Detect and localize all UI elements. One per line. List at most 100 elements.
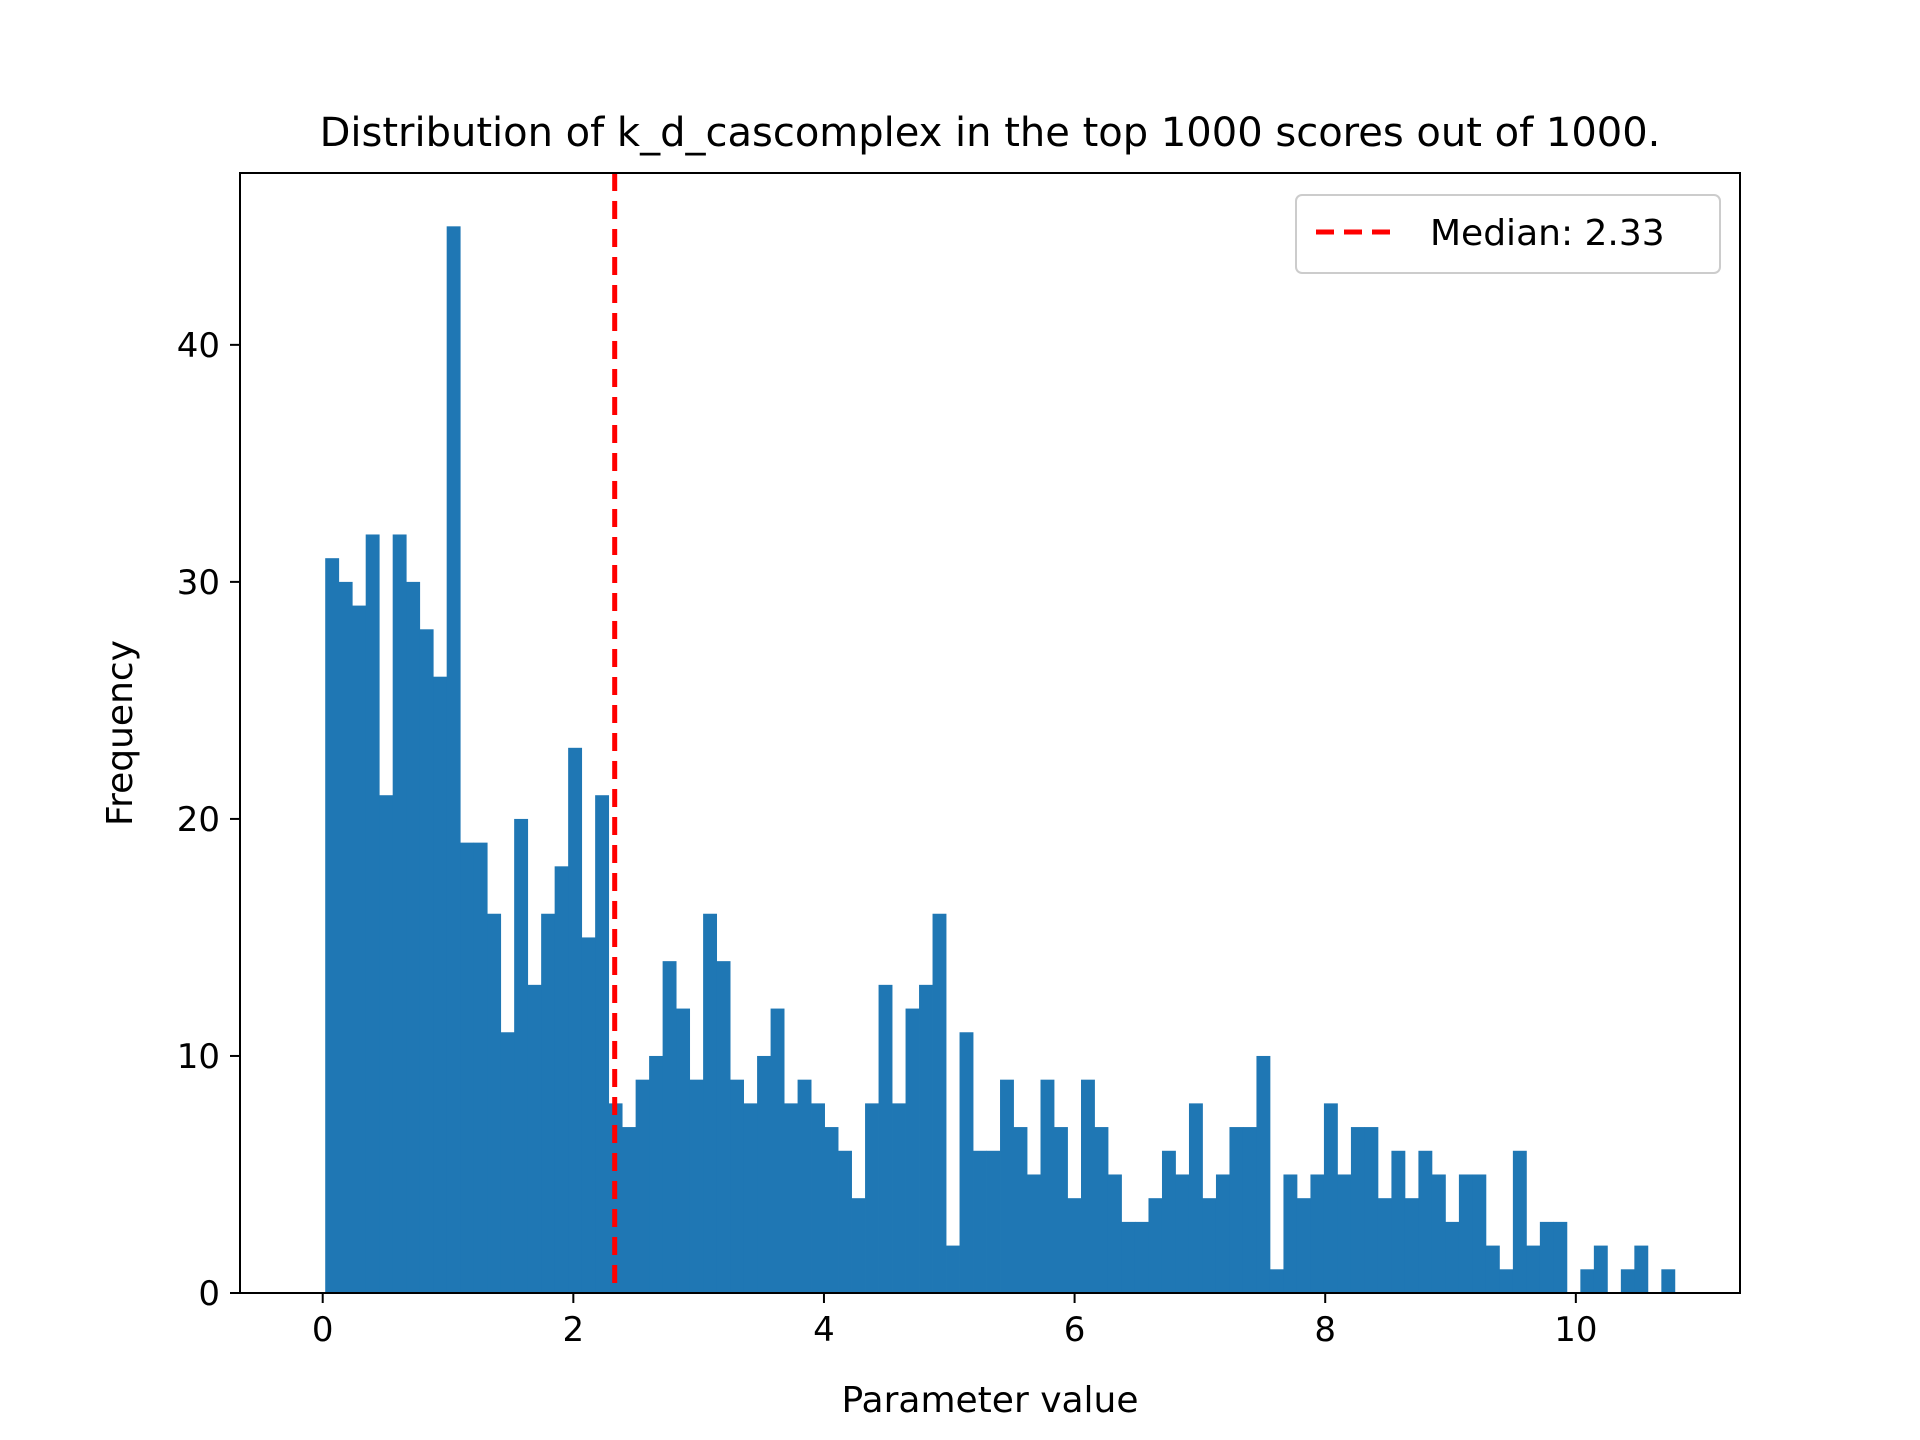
histogram-bar xyxy=(568,747,583,1293)
x-tick-label: 6 xyxy=(1064,1310,1086,1350)
histogram-bar xyxy=(1013,1127,1028,1293)
histogram-bar xyxy=(878,984,893,1293)
histogram-bar xyxy=(433,676,448,1293)
x-axis: 0 2 4 6 8 10 xyxy=(312,1293,1597,1350)
histogram-bar xyxy=(838,1150,852,1293)
histogram-bar xyxy=(1337,1174,1352,1293)
histogram-bar xyxy=(1445,1221,1460,1293)
histogram-bar xyxy=(932,913,947,1293)
histogram-bar xyxy=(1499,1269,1514,1293)
y-tick-label: 10 xyxy=(177,1037,220,1077)
histogram-bar xyxy=(986,1150,1001,1293)
x-tick-label: 10 xyxy=(1554,1310,1597,1350)
histogram-bar xyxy=(1418,1150,1433,1293)
histogram-bar xyxy=(1593,1245,1608,1293)
histogram-bar xyxy=(419,629,434,1293)
y-tick-label: 30 xyxy=(177,563,220,603)
histogram-bar xyxy=(1094,1127,1109,1293)
histogram-bar xyxy=(1256,1055,1271,1293)
histogram-bars xyxy=(325,226,1676,1294)
histogram-bar xyxy=(635,1079,650,1293)
histogram-bar xyxy=(730,1079,744,1293)
histogram-bar xyxy=(338,581,353,1293)
histogram-bar xyxy=(1215,1174,1230,1293)
histogram-bar xyxy=(541,913,556,1293)
histogram-bar xyxy=(676,1008,691,1293)
histogram-bar xyxy=(1269,1269,1284,1293)
y-tick-label: 20 xyxy=(177,800,220,840)
legend: Median: 2.33 xyxy=(1295,194,1721,274)
x-tick-label: 4 xyxy=(813,1310,835,1350)
y-axis: 0 10 20 30 40 xyxy=(177,326,240,1314)
histogram-bar xyxy=(1161,1150,1176,1293)
histogram-bar xyxy=(946,1245,960,1293)
histogram-bar xyxy=(1377,1198,1392,1293)
histogram-bar xyxy=(1620,1269,1635,1293)
histogram-bar xyxy=(1283,1174,1298,1293)
histogram-bar xyxy=(365,534,380,1293)
x-tick-label: 2 xyxy=(563,1310,585,1350)
histogram-bar xyxy=(1242,1127,1257,1293)
histogram-bar xyxy=(1081,1079,1095,1293)
histogram-bar xyxy=(1000,1079,1014,1293)
histogram-bar xyxy=(959,1032,974,1293)
histogram-bar xyxy=(649,1055,664,1293)
histogram-bar xyxy=(527,984,542,1293)
histogram-bar xyxy=(379,795,394,1293)
histogram-bar xyxy=(1350,1127,1365,1293)
histogram-bar xyxy=(622,1127,637,1293)
histogram-bar xyxy=(325,558,340,1293)
histogram-bar xyxy=(460,842,475,1293)
histogram-bar xyxy=(1526,1245,1541,1293)
histogram-bar xyxy=(824,1127,839,1293)
histogram-bar xyxy=(865,1103,879,1293)
histogram-bar xyxy=(500,1032,515,1293)
histogram-bar xyxy=(1310,1174,1325,1293)
histogram-bar xyxy=(892,1103,906,1293)
histogram-bar xyxy=(1485,1245,1500,1293)
histogram-bar xyxy=(1202,1198,1217,1293)
histogram-bar xyxy=(392,534,407,1293)
histogram-bar xyxy=(352,605,367,1293)
histogram-bar xyxy=(406,581,421,1293)
y-tick-label: 40 xyxy=(177,326,220,366)
histogram-bar xyxy=(811,1103,825,1293)
histogram-bar xyxy=(1458,1174,1473,1293)
histogram-bar xyxy=(446,226,461,1294)
histogram-bar xyxy=(716,961,731,1293)
histogram-bar xyxy=(757,1055,771,1293)
chart-title: Distribution of k_d_cascomplex in the to… xyxy=(320,110,1661,156)
histogram-bar xyxy=(851,1198,866,1293)
histogram-bar xyxy=(689,1079,704,1293)
legend-box xyxy=(1295,194,1721,274)
histogram-bar xyxy=(1431,1174,1446,1293)
histogram-bar xyxy=(1229,1127,1244,1293)
histogram-bar xyxy=(919,984,933,1293)
histogram-bar xyxy=(595,795,610,1293)
histogram-bar xyxy=(1404,1198,1419,1293)
y-tick-label: 0 xyxy=(198,1274,220,1314)
histogram-bar xyxy=(770,1008,785,1293)
histogram-bar xyxy=(1391,1150,1406,1293)
histogram-bar xyxy=(905,1008,920,1293)
x-tick-label: 0 xyxy=(312,1310,334,1350)
histogram-bar xyxy=(1472,1174,1487,1293)
histogram-bar xyxy=(662,961,677,1293)
histogram-bar xyxy=(1067,1198,1082,1293)
histogram-bar xyxy=(703,913,718,1293)
x-axis-label: Parameter value xyxy=(841,1380,1138,1421)
histogram-bar xyxy=(743,1103,758,1293)
histogram-bar xyxy=(1148,1198,1163,1293)
histogram-bar xyxy=(1634,1245,1649,1293)
histogram-bar xyxy=(1553,1221,1568,1293)
histogram-bar xyxy=(1134,1221,1149,1293)
histogram-bar xyxy=(514,818,529,1293)
histogram-bar xyxy=(554,866,569,1293)
histogram-bar xyxy=(1027,1174,1041,1293)
histogram-bar xyxy=(1188,1103,1203,1293)
histogram-bar xyxy=(1175,1174,1190,1293)
histogram-bar xyxy=(1323,1103,1338,1293)
histogram-bar xyxy=(797,1079,812,1293)
histogram-bar xyxy=(487,913,502,1293)
